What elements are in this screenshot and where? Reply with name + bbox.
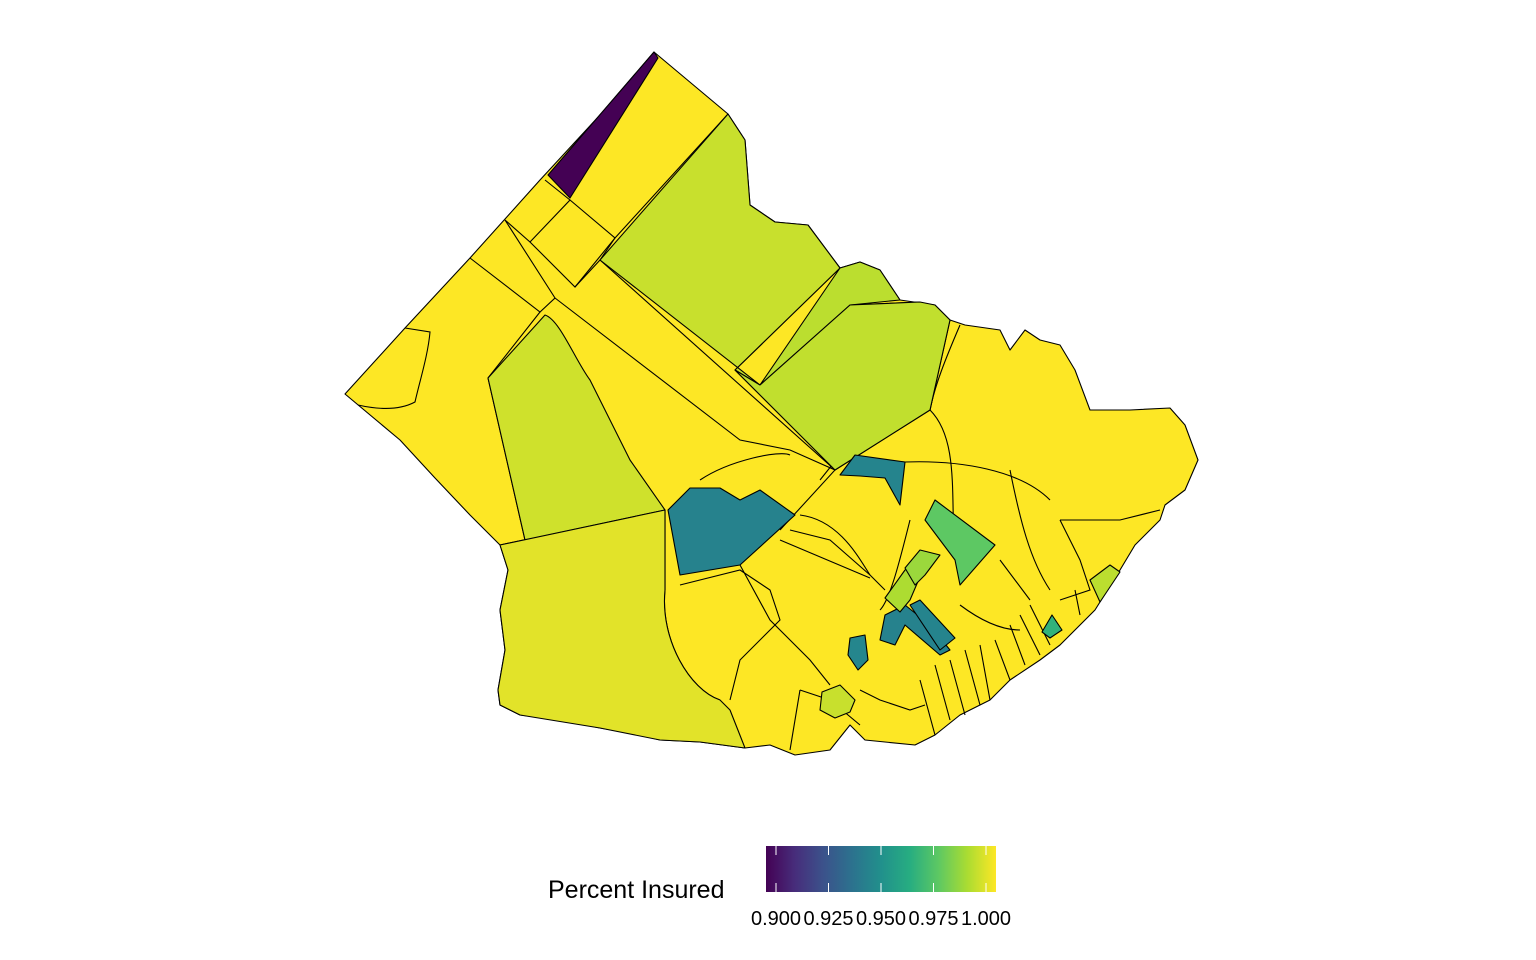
legend-ticks: 0.900 0.925 0.950 0.975 1.000 bbox=[751, 846, 1011, 930]
legend-title: Percent Insured bbox=[548, 876, 725, 904]
tract-west-central bbox=[487, 314, 666, 541]
tract-nw-strip bbox=[547, 51, 659, 199]
tract-lightgreen-coast bbox=[1089, 564, 1121, 603]
tract-ne-inner bbox=[734, 301, 951, 471]
legend-tick-label: 0.975 bbox=[908, 908, 958, 930]
legend-tick-label: 0.925 bbox=[803, 908, 853, 930]
tract-lightgreen-2 bbox=[904, 549, 941, 586]
tract-small-blue-1 bbox=[879, 604, 951, 656]
legend-tick-label: 1.000 bbox=[961, 908, 1011, 930]
tract-central-north-blue bbox=[839, 454, 906, 506]
tract-green-east bbox=[924, 499, 996, 586]
tract-small-blue-3 bbox=[847, 634, 869, 671]
legend-tick-label: 0.900 bbox=[751, 908, 801, 930]
map-regions bbox=[344, 51, 1199, 756]
tract-teal-coast bbox=[1041, 614, 1063, 639]
legend-tick-label: 0.950 bbox=[856, 908, 906, 930]
legend: Percent Insured 0.900 0.925 0.950 0.975 1.00… bbox=[548, 846, 1011, 930]
tract-small-blue-2 bbox=[909, 599, 956, 651]
tract-lime-south bbox=[819, 684, 856, 719]
tract-southwest bbox=[497, 509, 746, 749]
tract-central-blue bbox=[667, 487, 796, 576]
